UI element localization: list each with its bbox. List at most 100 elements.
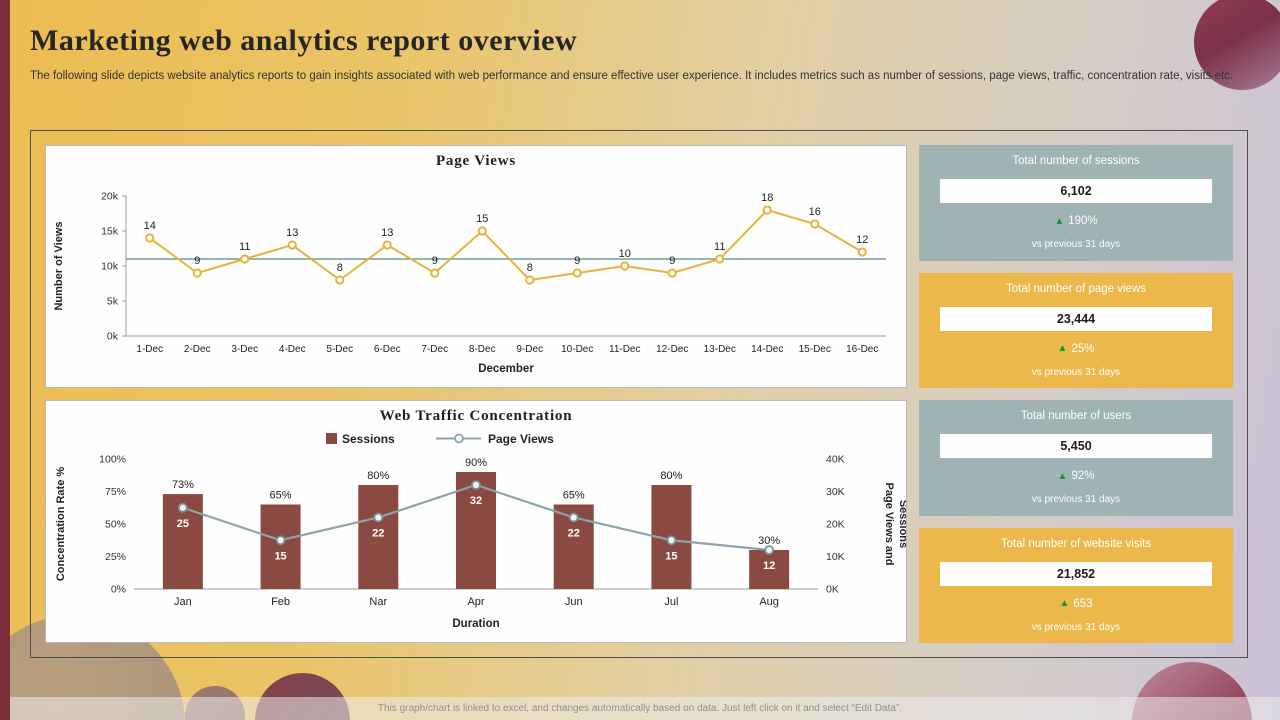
- kpi-card-title: Total number of sessions: [1012, 155, 1140, 167]
- svg-text:12-Dec: 12-Dec: [656, 344, 688, 355]
- svg-text:0K: 0K: [826, 584, 839, 596]
- kpi-card-caption: vs previous 31 days: [1031, 621, 1121, 633]
- svg-text:90%: 90%: [465, 457, 487, 469]
- svg-text:13: 13: [381, 227, 393, 239]
- svg-text:0%: 0%: [111, 584, 126, 596]
- kpi-card-title: Total number of users: [1020, 410, 1132, 422]
- svg-text:9-Dec: 9-Dec: [516, 344, 543, 355]
- svg-text:2-Dec: 2-Dec: [184, 344, 211, 355]
- svg-text:8: 8: [337, 262, 343, 274]
- svg-text:4-Dec: 4-Dec: [279, 344, 306, 355]
- svg-text:25: 25: [177, 518, 189, 530]
- svg-text:16-Dec: 16-Dec: [846, 344, 878, 355]
- kpi-card-change-value: 25%: [1071, 342, 1095, 355]
- kpi-card-value: 21,852: [940, 561, 1212, 586]
- kpi-card-value: 6,102: [940, 179, 1212, 204]
- kpi-card-change: ▲ 92%: [1058, 470, 1095, 482]
- svg-text:15-Dec: 15-Dec: [799, 344, 831, 355]
- svg-text:11: 11: [239, 241, 250, 253]
- svg-text:13: 13: [286, 227, 298, 239]
- svg-text:Aug: Aug: [759, 596, 779, 608]
- svg-text:30K: 30K: [826, 486, 845, 498]
- kpi-card-change: ▲ 190%: [1054, 215, 1097, 227]
- svg-text:10-Dec: 10-Dec: [561, 344, 593, 355]
- kpi-card-caption: vs previous 31 days: [1031, 494, 1121, 506]
- svg-text:22: 22: [568, 528, 580, 540]
- svg-text:40K: 40K: [826, 454, 845, 466]
- left-accent-bar: [0, 0, 10, 720]
- web-traffic-chart[interactable]: Sessions Page Views 0% 25% 50% 75% 100% 0K 10K 20…: [46, 425, 906, 635]
- page-views-chart[interactable]: 0k 5k 10k 15k 20k 14 1-Dec 9 2-Dec 11 3-Dec 13 4-Dec…: [46, 170, 906, 380]
- svg-text:14-Dec: 14-Dec: [751, 344, 783, 355]
- svg-text:11-Dec: 11-Dec: [609, 344, 641, 355]
- svg-text:65%: 65%: [270, 490, 292, 502]
- svg-text:30%: 30%: [758, 535, 780, 547]
- kpi-card-website-visits: Total number of website visits 21,852 ▲ …: [919, 527, 1233, 643]
- svg-text:15k: 15k: [101, 226, 119, 238]
- svg-text:16: 16: [809, 206, 821, 218]
- up-arrow-icon: ▲: [1057, 343, 1068, 355]
- svg-text:20k: 20k: [101, 191, 119, 203]
- svg-text:80%: 80%: [660, 470, 682, 482]
- svg-text:80%: 80%: [367, 470, 389, 482]
- svg-text:Jan: Jan: [174, 596, 192, 608]
- svg-text:December: December: [478, 363, 534, 375]
- svg-text:50%: 50%: [105, 519, 126, 531]
- svg-text:8-Dec: 8-Dec: [469, 344, 496, 355]
- svg-text:75%: 75%: [105, 486, 126, 498]
- svg-text:Jun: Jun: [565, 596, 583, 608]
- kpi-card-change: ▲ 25%: [1058, 343, 1095, 355]
- svg-text:20K: 20K: [826, 519, 845, 531]
- kpi-card-page-views: Total number of page views 23,444 ▲ 25% …: [919, 272, 1233, 388]
- main-content-box: Page Views 0k 5k 10k 15k 20k 14 1-Dec 9 2-Dec 11 3…: [30, 130, 1248, 658]
- up-arrow-icon: ▲: [1057, 470, 1068, 482]
- footer-bar: This graph/chart is linked to excel, and…: [0, 697, 1280, 720]
- svg-text:0k: 0k: [107, 331, 119, 343]
- svg-text:9: 9: [432, 255, 438, 267]
- svg-text:73%: 73%: [172, 479, 194, 491]
- svg-text:Page Views: Page Views: [488, 432, 554, 446]
- svg-text:5-Dec: 5-Dec: [326, 344, 353, 355]
- svg-text:15: 15: [665, 550, 677, 562]
- svg-text:9: 9: [194, 255, 200, 267]
- svg-text:12: 12: [763, 560, 775, 572]
- kpi-card-title: Total number of page views: [1006, 282, 1146, 295]
- up-arrow-icon: ▲: [1059, 598, 1070, 610]
- svg-text:Concentration Rate %: Concentration Rate %: [55, 467, 67, 582]
- svg-text:9: 9: [669, 255, 675, 267]
- page-views-chart-panel[interactable]: Page Views 0k 5k 10k 15k 20k 14 1-Dec 9 2-Dec 11 3…: [45, 145, 907, 388]
- kpi-card-caption: vs previous 31 days: [1031, 366, 1121, 378]
- kpi-card-sessions: Total number of sessions 6,102 ▲ 190% vs…: [919, 145, 1233, 261]
- page-subtitle: The following slide depicts website anal…: [30, 70, 1234, 82]
- traffic-chart-panel[interactable]: Web Traffic Concentration Sessions Page V…: [45, 400, 907, 643]
- svg-text:Number of Views: Number of Views: [53, 221, 65, 310]
- page-title: Marketing web analytics report overview: [30, 24, 578, 57]
- svg-text:5k: 5k: [107, 296, 119, 308]
- svg-text:1-Dec: 1-Dec: [136, 344, 163, 355]
- kpi-card-title: Total number of website visits: [1000, 537, 1152, 550]
- charts-column: Page Views 0k 5k 10k 15k 20k 14 1-Dec 9 2-Dec 11 3…: [45, 145, 907, 643]
- svg-text:25%: 25%: [105, 551, 126, 563]
- svg-text:100%: 100%: [99, 454, 126, 466]
- decor-circle-top-right: [1194, 0, 1280, 90]
- svg-text:6-Dec: 6-Dec: [374, 344, 401, 355]
- svg-text:Sessions: Sessions: [342, 432, 395, 446]
- kpi-column: Total number of sessions 6,102 ▲ 190% vs…: [919, 145, 1233, 643]
- traffic-chart-title: Web Traffic Concentration: [379, 408, 573, 424]
- svg-text:22: 22: [372, 528, 384, 540]
- kpi-card-change-value: 190%: [1068, 215, 1098, 228]
- svg-text:32: 32: [470, 495, 482, 507]
- page-views-chart-title: Page Views: [435, 153, 517, 169]
- kpi-card-change-value: 92%: [1071, 470, 1095, 483]
- svg-text:Page Views and: Page Views and: [883, 483, 895, 566]
- svg-text:11: 11: [714, 241, 725, 253]
- svg-text:65%: 65%: [563, 490, 585, 502]
- up-arrow-icon: ▲: [1054, 215, 1065, 227]
- kpi-card-caption: vs previous 31 days: [1031, 239, 1121, 251]
- kpi-card-value: 5,450: [940, 434, 1212, 459]
- svg-text:10: 10: [619, 248, 631, 260]
- kpi-card-users: Total number of users 5,450 ▲ 92% vs pre…: [919, 400, 1233, 516]
- svg-text:10k: 10k: [101, 261, 119, 273]
- svg-text:15: 15: [274, 550, 286, 562]
